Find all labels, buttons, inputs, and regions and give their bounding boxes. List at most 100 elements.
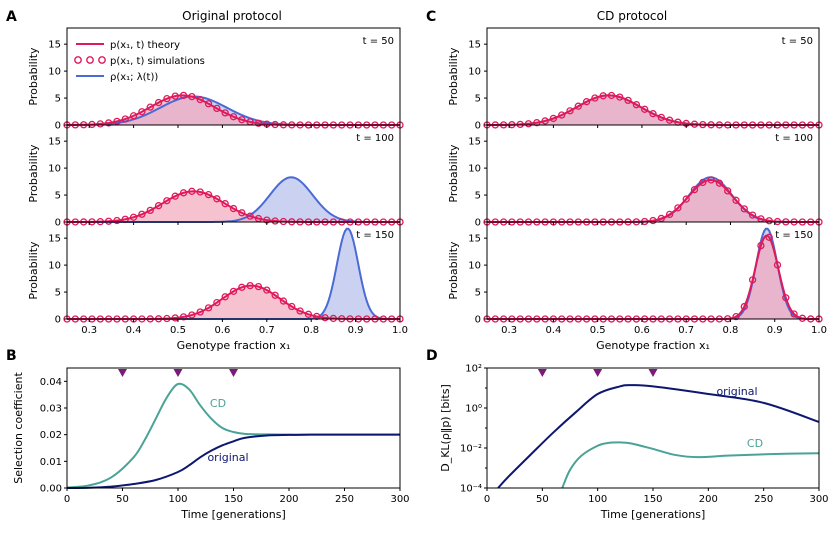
sim-point — [715, 179, 724, 187]
sim-point — [665, 210, 674, 219]
x-tick-label: 100 — [588, 494, 607, 505]
panel-label-b: B — [6, 348, 17, 364]
x-axis-label: Genotype fraction x₁ — [177, 339, 291, 352]
sim-point — [279, 297, 288, 305]
sim-point — [773, 261, 782, 269]
sim-point — [549, 114, 558, 123]
time-marker — [648, 369, 658, 377]
y-tick-label: 5 — [55, 288, 61, 299]
sim-point — [113, 216, 121, 225]
sim-point — [748, 276, 757, 284]
panel-c-distributions: 0 5 10 15 Probability t = 50 0 5 10 15 Probability… — [447, 27, 827, 352]
y-tick-label: 0 — [475, 218, 481, 229]
sim-point — [196, 308, 204, 316]
sim-point — [221, 109, 229, 117]
y-tick-label: 5 — [475, 288, 481, 299]
x-tick-label: 250 — [754, 494, 773, 505]
x-tick-label: 150 — [643, 494, 662, 505]
legend-sim-label: p(x₁, t) simulations — [110, 56, 205, 67]
sim-point — [196, 188, 204, 196]
sim-point — [229, 113, 238, 121]
sim-point — [690, 186, 699, 194]
sim-point — [229, 204, 238, 213]
sim-point — [254, 119, 263, 127]
sim-point — [263, 286, 271, 294]
sim-point — [121, 115, 129, 123]
time-marker — [229, 369, 238, 377]
sim-point — [657, 214, 665, 223]
sim-point — [221, 200, 229, 208]
x-tick-label: 150 — [224, 494, 243, 505]
title-cd-protocol: CD protocol — [597, 9, 667, 23]
y-tick-label: 15 — [48, 137, 61, 148]
y-tick-label: 10 — [468, 164, 481, 175]
sim-point — [179, 91, 188, 100]
sim-point — [221, 293, 229, 301]
sim-point — [296, 307, 304, 315]
sim-point — [699, 178, 707, 187]
y-tick-label: 0.01 — [40, 457, 62, 468]
sim-point — [632, 101, 641, 109]
y-axis-label: Probability — [27, 144, 40, 203]
sim-point — [154, 202, 163, 210]
sim-point — [757, 241, 765, 250]
time-marker — [173, 369, 183, 377]
x-tick-label: 0.6 — [634, 325, 650, 336]
legend-theory-label: p(x₁, t) theory — [110, 40, 180, 51]
x-tick-label: 0 — [64, 494, 70, 505]
y-tick-label: 0.00 — [40, 484, 62, 495]
t-label-row-1: t = 50 — [782, 36, 813, 47]
y-tick-label: 10⁰ — [465, 404, 482, 415]
target-line-row-2 — [487, 176, 819, 223]
sim-point — [138, 108, 146, 116]
x-tick-label: 0.3 — [501, 325, 517, 336]
sim-point — [649, 216, 657, 225]
sim-point — [665, 116, 674, 124]
x-tick-label: 0.5 — [170, 325, 186, 336]
axes-frame-row-3 — [66, 221, 401, 320]
cd-curve — [561, 441, 820, 489]
sim-point — [271, 291, 279, 299]
sim-point — [246, 281, 254, 290]
sim-point — [707, 176, 715, 184]
t-label-row-1: t = 50 — [363, 36, 394, 47]
theory-fill-row-1 — [487, 95, 819, 125]
x-axis-label: Genotype fraction x₁ — [596, 339, 710, 352]
sim-point — [740, 205, 748, 213]
sim-point — [179, 313, 188, 321]
x-tick-label: 1.0 — [392, 325, 408, 336]
sim-point — [321, 314, 329, 322]
sim-point — [204, 190, 213, 199]
y-tick-label: 10 — [468, 261, 481, 272]
sim-point — [516, 120, 524, 129]
x-tick-label: 200 — [279, 494, 298, 505]
t-label-row-2: t = 100 — [775, 133, 813, 144]
sim-point — [254, 282, 263, 291]
time-marker — [118, 369, 127, 377]
axes-frame-row-2 — [486, 124, 820, 223]
x-tick-label: 1.0 — [811, 325, 827, 336]
sim-point — [88, 120, 96, 129]
sim-point — [765, 233, 773, 241]
x-tick-label: 200 — [699, 494, 718, 505]
x-tick-label: 0.6 — [214, 325, 230, 336]
sim-point — [213, 298, 221, 307]
sim-point — [171, 314, 179, 322]
sim-point — [188, 187, 196, 195]
panel-b-selection-coefficient: 0 50 100 150 200 250 300 Time [generations] 0.00… — [12, 367, 410, 521]
original-curve — [66, 433, 400, 489]
sim-point — [607, 91, 616, 100]
sim-point — [657, 113, 665, 122]
panel-label-a: A — [6, 9, 17, 25]
sim-point — [798, 314, 807, 322]
y-tick-label: 15 — [468, 40, 481, 51]
sim-point — [138, 210, 146, 218]
sim-point — [163, 95, 171, 103]
x-tick-label: 0.4 — [545, 325, 561, 336]
sim-point — [624, 96, 632, 105]
theory-fill-row-1 — [67, 95, 400, 125]
target-fill-row-2 — [67, 177, 400, 222]
y-axis-label: Probability — [447, 47, 460, 106]
x-axis-label: Time [generations] — [600, 508, 706, 521]
